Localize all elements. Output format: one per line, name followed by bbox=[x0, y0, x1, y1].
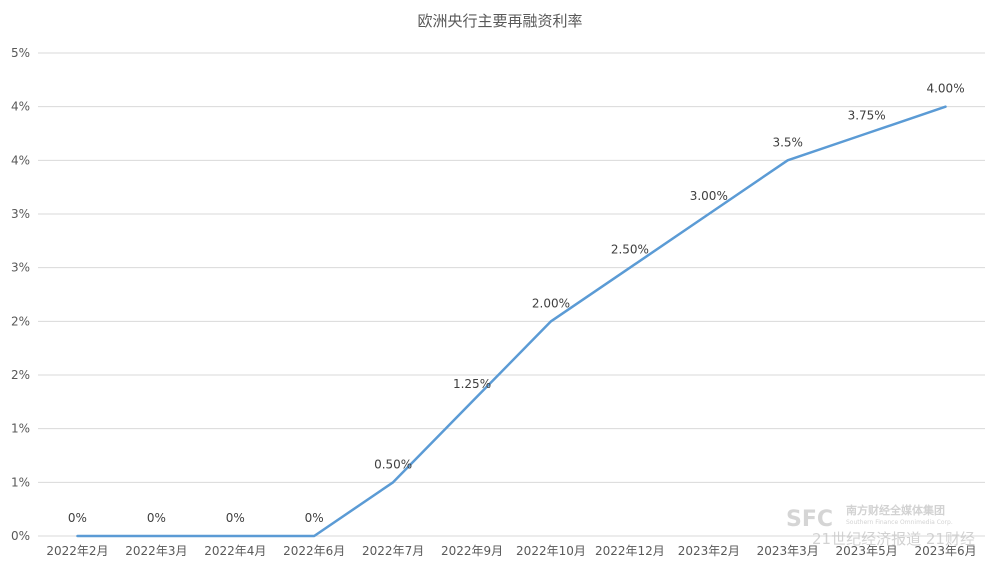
y-tick-label: 2% bbox=[11, 368, 30, 382]
x-tick-label: 2022年6月 bbox=[283, 544, 345, 558]
data-label: 0% bbox=[147, 511, 166, 525]
x-tick-label: 2023年2月 bbox=[678, 544, 740, 558]
series-line bbox=[76, 105, 947, 538]
chart-title: 欧洲央行主要再融资利率 bbox=[417, 12, 582, 30]
grid bbox=[38, 52, 985, 537]
data-label: 0% bbox=[226, 511, 245, 525]
x-tick-label: 2023年5月 bbox=[836, 544, 898, 558]
data-labels: 0% 0% 0% 0% 0.50% 1.25% 2.00% 2.50% 3.00% 3.5% 3.7… bbox=[68, 82, 965, 525]
y-tick-label: 1% bbox=[11, 475, 30, 489]
y-tick-label: 4% bbox=[11, 100, 30, 114]
y-tick-label: 2% bbox=[11, 314, 30, 328]
x-tick-label: 2022年4月 bbox=[204, 544, 266, 558]
x-tick-label: 2022年12月 bbox=[595, 544, 665, 558]
data-label: 3.00% bbox=[690, 189, 728, 203]
data-label: 2.50% bbox=[611, 243, 649, 257]
data-label: 0% bbox=[68, 511, 87, 525]
y-tick-label: 3% bbox=[11, 207, 30, 221]
x-axis-ticks: 2022年2月 2022年3月 2022年4月 2022年6月 2022年7月 2022年… bbox=[46, 544, 976, 558]
data-label: 0.50% bbox=[374, 457, 412, 471]
x-tick-label: 2023年3月 bbox=[757, 544, 819, 558]
y-tick-label: 4% bbox=[11, 153, 30, 167]
watermark-line: 21世纪经济报道 21财经 bbox=[812, 530, 975, 548]
series-layer bbox=[76, 105, 947, 538]
x-tick-label: 2023年6月 bbox=[914, 544, 976, 558]
data-label: 3.5% bbox=[772, 135, 803, 149]
watermark-group-name: 南方财经全媒体集团 bbox=[846, 503, 945, 517]
y-tick-label: 5% bbox=[11, 46, 30, 60]
watermark-logo: SFC bbox=[786, 507, 833, 532]
y-tick-label: 1% bbox=[11, 422, 30, 436]
x-tick-label: 2022年2月 bbox=[46, 544, 108, 558]
x-tick-label: 2022年7月 bbox=[362, 544, 424, 558]
watermark-group-name-en: Southern Finance Omnimedia Corp. bbox=[846, 519, 953, 526]
data-label: 4.00% bbox=[926, 82, 964, 96]
x-tick-label: 2022年9月 bbox=[441, 544, 503, 558]
y-axis-ticks: 0% 1% 1% 2% 2% 3% 3% 4% 4% 5% bbox=[11, 46, 30, 543]
x-tick-label: 2022年10月 bbox=[516, 544, 586, 558]
y-tick-label: 0% bbox=[11, 529, 30, 543]
data-label: 0% bbox=[305, 511, 324, 525]
x-tick-label: 2022年3月 bbox=[125, 544, 187, 558]
data-label: 2.00% bbox=[532, 296, 570, 310]
data-label: 1.25% bbox=[453, 377, 491, 391]
watermark: SFC 南方财经全媒体集团 Southern Finance Omnimedia… bbox=[786, 503, 975, 548]
y-tick-label: 3% bbox=[11, 261, 30, 275]
data-label: 3.75% bbox=[848, 109, 886, 123]
